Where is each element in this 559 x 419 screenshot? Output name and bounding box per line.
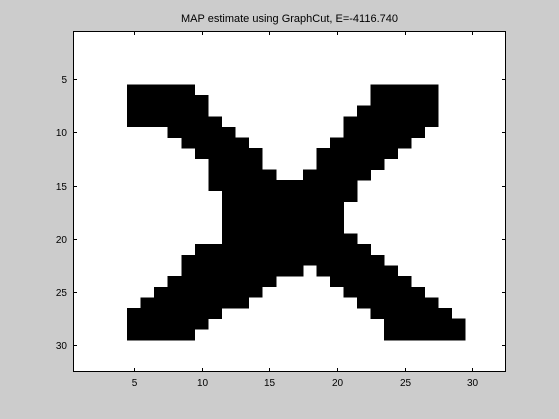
heatmap-cell: [316, 148, 399, 160]
heatmap-cell: [221, 233, 358, 245]
heatmap-cell: [384, 329, 466, 341]
heatmap-cell: [330, 276, 412, 288]
heatmap-cell: [357, 105, 439, 117]
heatmap-cells: [127, 84, 466, 341]
y-tick-label: 10: [56, 128, 68, 139]
heatmap-cell: [370, 94, 439, 106]
heatmap-cell: [221, 212, 344, 224]
heatmap-cell: [127, 308, 223, 320]
heatmap-cell: [208, 158, 263, 170]
x-tick-label: 10: [197, 378, 209, 389]
y-tick-label: 20: [56, 235, 68, 246]
heatmap-cell: [208, 169, 277, 181]
heatmap-cell: [221, 222, 344, 234]
heatmap-cell: [370, 84, 439, 96]
heatmap-cell: [181, 254, 385, 266]
heatmap-cell: [221, 201, 344, 213]
y-tick-label: 30: [56, 341, 68, 352]
heatmap-cell: [316, 158, 385, 170]
x-tick-label: 20: [332, 378, 344, 389]
x-tick-label: 5: [132, 378, 138, 389]
x-tick-label: 15: [264, 378, 276, 389]
heatmap-cell: [140, 297, 250, 309]
y-tick-label: 5: [61, 75, 67, 86]
heatmap-cell: [194, 148, 263, 160]
heatmap-cell: [343, 286, 426, 298]
heatmap-cell: [127, 105, 209, 117]
heatmap-cell: [127, 84, 196, 96]
heatmap-cell: [343, 116, 439, 128]
chart-title: MAP estimate using GraphCut, E=-4116.740: [181, 13, 398, 25]
heatmap-cell: [181, 137, 250, 149]
heatmap-cell: [316, 265, 399, 277]
x-tick-label: 25: [400, 378, 412, 389]
y-tick-label: 15: [56, 182, 68, 193]
heatmap-cell: [370, 308, 453, 320]
heatmap-cell: [154, 286, 263, 298]
heatmap-cell: [357, 297, 439, 309]
axes-frame: [73, 31, 506, 372]
heatmap-cell: [127, 94, 209, 106]
heatmap-cell: [127, 318, 209, 330]
heatmap-cell: [343, 126, 426, 138]
heatmap-cell: [181, 265, 304, 277]
heatmap-cell: [303, 169, 371, 181]
heatmap-cell: [127, 329, 196, 341]
heatmap-cell: [384, 318, 466, 330]
heatmap-cell: [208, 180, 358, 192]
y-tick-label: 25: [56, 288, 68, 299]
heatmap-cell: [167, 276, 277, 288]
heatmap-cell: [194, 244, 371, 256]
heatmap-cell: [167, 126, 236, 138]
x-tick-label: 30: [467, 378, 479, 389]
heatmap-cell: [221, 190, 358, 202]
heatmap-cell: [330, 137, 412, 149]
heatmap-cell: [127, 116, 223, 128]
